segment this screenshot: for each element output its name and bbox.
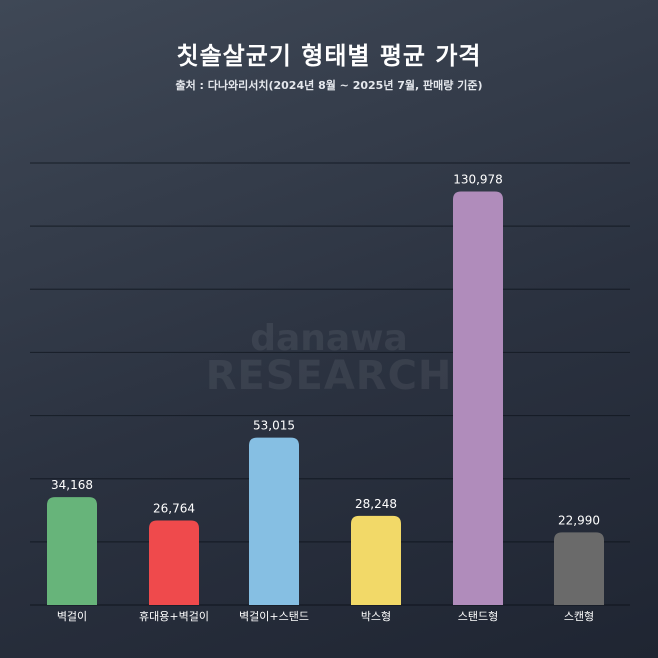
bar-4 bbox=[351, 515, 401, 605]
value-label: 34,168 bbox=[51, 478, 93, 492]
category-label: 박스형 bbox=[361, 610, 391, 623]
bar-5 bbox=[453, 191, 503, 605]
value-label: 53,015 bbox=[253, 419, 295, 433]
category-label: 스탠드형 bbox=[458, 610, 498, 623]
bar-2 bbox=[149, 520, 199, 605]
value-label: 28,248 bbox=[355, 497, 397, 511]
bar-3 bbox=[249, 437, 299, 605]
value-label: 130,978 bbox=[453, 172, 503, 186]
category-label: 벽걸이 bbox=[57, 610, 87, 623]
category-label: 벽걸이+스탠드 bbox=[239, 610, 309, 623]
value-label: 22,990 bbox=[558, 513, 600, 527]
category-label: 스캔형 bbox=[564, 610, 594, 623]
category-label: 휴대용+벽걸이 bbox=[139, 610, 209, 623]
chart-subtitle: 출처 : 다나와리서치(2024년 8월 ~ 2025년 7월, 판매량 기준) bbox=[175, 79, 483, 92]
value-label: 26,764 bbox=[153, 502, 195, 516]
bar-6 bbox=[554, 532, 604, 605]
chart-title: 칫솔살균기 형태별 평균 가격 bbox=[176, 42, 482, 70]
watermark-research: RESEARCH bbox=[205, 353, 453, 399]
bar-1 bbox=[47, 497, 97, 605]
